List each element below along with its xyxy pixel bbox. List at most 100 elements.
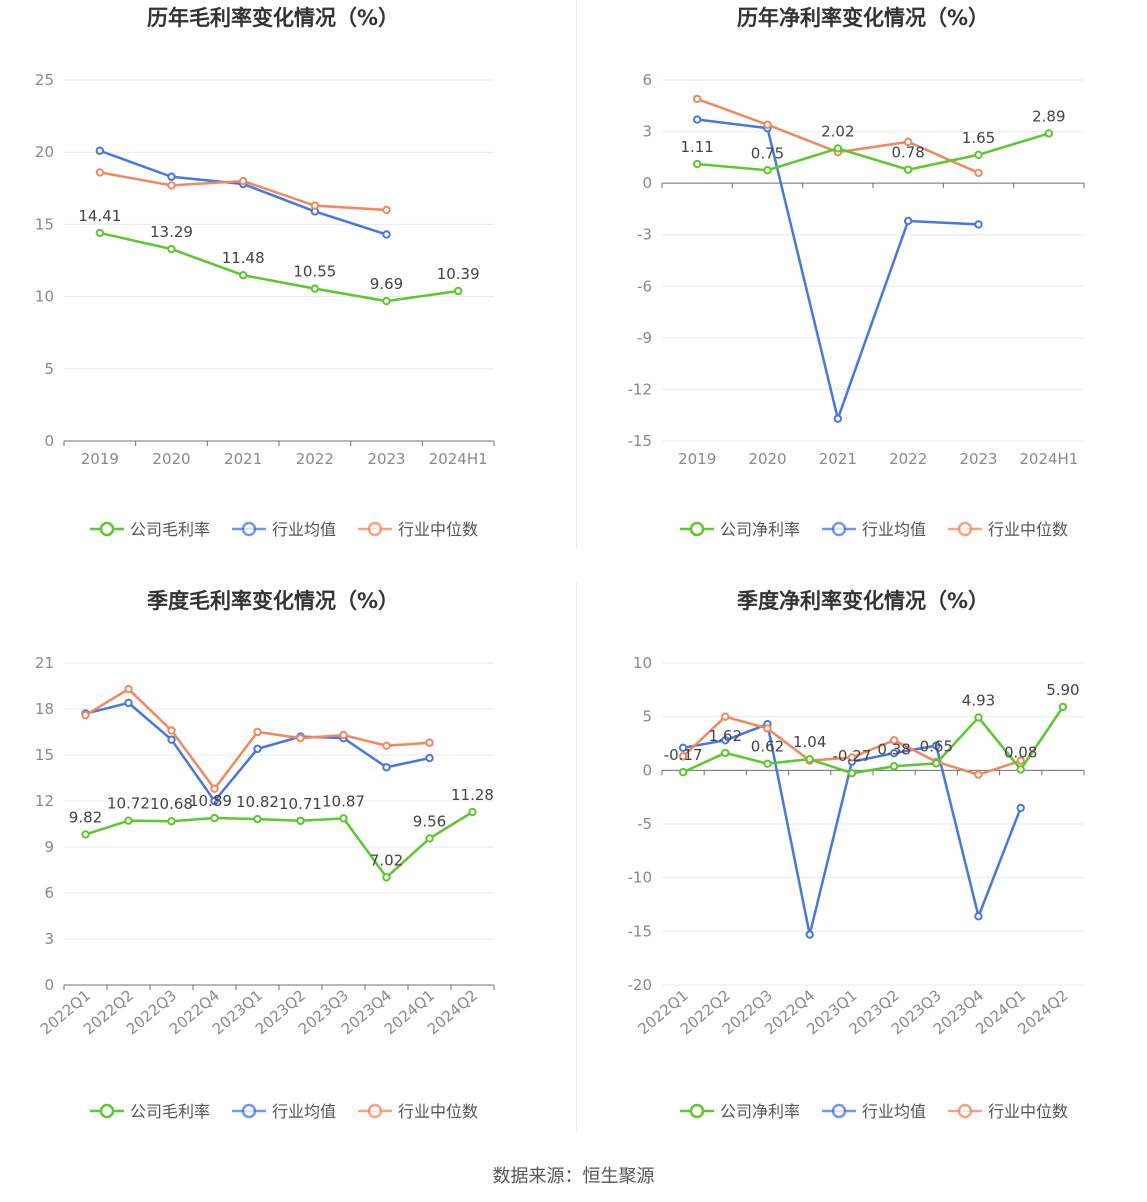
legend-label-company: 公司毛利率 bbox=[130, 1102, 210, 1121]
series-line-company bbox=[99, 231, 459, 303]
series-line-company bbox=[682, 706, 1064, 775]
y-tick-label: -3 bbox=[637, 226, 652, 244]
legend-swatch-marker-median bbox=[957, 1103, 973, 1119]
data-point-avg bbox=[167, 735, 176, 744]
legend-swatch-marker-company bbox=[689, 521, 705, 537]
y-tick-label: -12 bbox=[628, 380, 653, 398]
data-point-median bbox=[95, 168, 105, 177]
data-point-median bbox=[1016, 756, 1025, 765]
data-label: 1.62 bbox=[709, 727, 742, 745]
data-point-avg bbox=[932, 741, 941, 750]
data-point-avg bbox=[167, 172, 176, 181]
data-label: 11.48 bbox=[222, 249, 265, 267]
data-point-median bbox=[903, 137, 913, 147]
data-point-company bbox=[81, 830, 90, 839]
data-label: 13.29 bbox=[150, 223, 193, 241]
data-point-company bbox=[1058, 702, 1068, 712]
data-point-avg bbox=[889, 748, 899, 758]
data-point-company bbox=[167, 244, 176, 254]
x-tick-label: 2023 bbox=[367, 450, 405, 468]
data-point-company bbox=[453, 286, 463, 296]
y-tick-label: 0 bbox=[44, 976, 54, 994]
y-tick-label: 0 bbox=[642, 174, 652, 192]
y-tick-label: 3 bbox=[642, 123, 652, 141]
data-label: 9.82 bbox=[69, 808, 102, 826]
data-point-company bbox=[678, 767, 688, 777]
y-tick-label: 10 bbox=[35, 288, 54, 306]
data-label: 10.71 bbox=[279, 795, 322, 813]
data-label: 14.41 bbox=[78, 207, 121, 225]
data-point-company bbox=[382, 296, 391, 306]
data-point-avg bbox=[124, 698, 133, 708]
data-point-avg bbox=[678, 743, 688, 752]
y-tick-label: -15 bbox=[628, 432, 653, 450]
x-tick-label: 2021 bbox=[819, 450, 857, 468]
data-point-avg bbox=[95, 146, 105, 155]
legend-label-avg: 行业均值 bbox=[862, 520, 926, 539]
data-label: 10.55 bbox=[293, 263, 336, 281]
data-label: 0.75 bbox=[751, 144, 784, 162]
data-point-company bbox=[238, 271, 248, 280]
legend-swatch-marker-avg bbox=[241, 1103, 257, 1119]
data-point-median bbox=[847, 753, 857, 762]
legend-swatch-marker-median bbox=[367, 521, 383, 537]
data-point-company bbox=[974, 150, 983, 159]
data-label: 10.87 bbox=[322, 792, 365, 810]
data-point-avg bbox=[974, 220, 983, 229]
data-label: 10.72 bbox=[107, 795, 150, 813]
legend-swatch-marker-company bbox=[99, 521, 115, 537]
data-point-median bbox=[974, 168, 983, 178]
data-point-avg bbox=[1016, 803, 1025, 813]
y-tick-label: 6 bbox=[44, 884, 54, 902]
data-label: 9.56 bbox=[413, 812, 446, 830]
data-point-company bbox=[833, 144, 843, 153]
data-label: 10.89 bbox=[189, 792, 232, 810]
legend-label-median: 行业中位数 bbox=[988, 520, 1068, 539]
legend-label-avg: 行业均值 bbox=[272, 1102, 336, 1121]
x-tick-label: 2024H1 bbox=[429, 450, 488, 468]
data-label: 2.89 bbox=[1032, 107, 1065, 125]
data-label: 1.65 bbox=[962, 129, 995, 147]
data-point-company bbox=[310, 284, 320, 293]
chart-panel-quarterly-net-margin: 季度净利率变化情况（%） -20 -15 -10 -5 0 5 10 2022Q1 2022Q2 2… bbox=[590, 582, 1147, 1142]
legend-swatch-marker-median bbox=[367, 1103, 383, 1119]
legend-label-avg: 行业均值 bbox=[862, 1102, 926, 1121]
x-tick-label: 2020 bbox=[152, 450, 190, 468]
x-tick-label: 2023 bbox=[959, 450, 997, 468]
data-point-median bbox=[974, 770, 983, 779]
data-point-avg bbox=[721, 736, 730, 745]
y-tick-label: 6 bbox=[642, 71, 652, 89]
series-line-avg bbox=[99, 149, 387, 236]
y-tick-label: 5 bbox=[642, 708, 652, 726]
data-point-median bbox=[678, 752, 688, 761]
y-tick-label: 12 bbox=[35, 792, 54, 810]
chart-title: 历年毛利率变化情况（%） bbox=[147, 6, 399, 30]
data-point-avg bbox=[382, 763, 391, 772]
data-label: 9.69 bbox=[370, 275, 403, 293]
chart-title: 季度净利率变化情况（%） bbox=[737, 589, 989, 613]
y-tick-label: 5 bbox=[44, 360, 54, 378]
y-tick-label: -10 bbox=[628, 869, 653, 887]
data-point-median bbox=[238, 176, 248, 186]
data-point-company bbox=[167, 817, 176, 826]
chart-quarterly-net-margin: 季度净利率变化情况（%）-20-15-10-505102022Q12022Q22… bbox=[628, 589, 1085, 1121]
legend-swatch-marker-median bbox=[957, 521, 973, 537]
chart-quarterly-gross-margin: 季度毛利率变化情况（%）0369121518212022Q12022Q22022… bbox=[35, 589, 495, 1121]
legend-label-company: 公司净利率 bbox=[720, 520, 800, 539]
legend-label-avg: 行业均值 bbox=[272, 520, 336, 539]
chart-title: 季度毛利率变化情况（%） bbox=[147, 589, 399, 613]
chart-panel-annual-net-margin: 历年净利率变化情况（%） -15 -12 -9 -6 -3 0 3 6 2019 2020 2021 2… bbox=[590, 0, 1147, 560]
data-point-company bbox=[932, 759, 941, 768]
y-tick-label: 9 bbox=[44, 838, 54, 856]
data-point-median bbox=[763, 120, 772, 129]
data-point-company bbox=[1044, 129, 1054, 138]
data-label: -0.17 bbox=[664, 746, 703, 764]
data-point-avg bbox=[382, 230, 391, 239]
legend-swatch-marker-avg bbox=[831, 1103, 847, 1119]
data-point-median bbox=[763, 724, 772, 733]
y-tick-label: -20 bbox=[628, 976, 653, 994]
data-point-median bbox=[382, 741, 391, 751]
data-label: 0.65 bbox=[920, 737, 953, 755]
data-point-company bbox=[1016, 765, 1025, 774]
data-point-median bbox=[692, 94, 702, 104]
